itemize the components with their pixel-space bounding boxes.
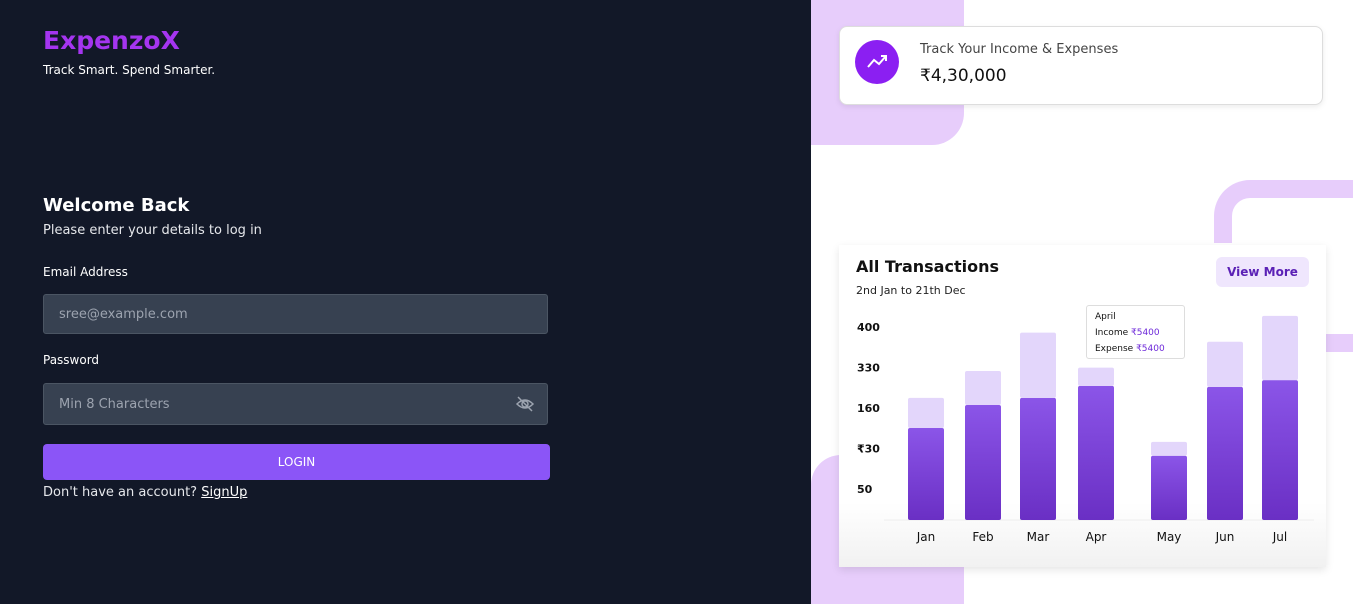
bar	[1207, 386, 1243, 520]
brand: ExpenzoX	[43, 26, 180, 55]
y-tick-label: 50	[857, 483, 873, 496]
label: Expense	[1095, 344, 1134, 354]
bar	[908, 428, 944, 520]
x-tick-label: Jan	[916, 530, 936, 544]
password-input[interactable]: Min 8 Characters	[43, 383, 548, 425]
x-tick-label: Jun	[1215, 530, 1235, 544]
icon	[855, 40, 899, 84]
summary-card: Track Your Income & Expenses ₹4,30,000	[839, 26, 1323, 105]
bar	[1262, 315, 1298, 381]
x-tick-label: Apr	[1086, 530, 1107, 544]
summary-label: Track Your Income & Expenses	[920, 42, 1119, 57]
login-button[interactable]: LOGIN	[43, 444, 550, 480]
trend-icon	[867, 55, 887, 68]
tooltip: April Income ₹5400 Expense ₹5400	[1086, 305, 1185, 359]
decor	[1214, 180, 1353, 243]
tagline: Track Smart. Spend Smarter.	[43, 63, 216, 77]
bar	[1020, 332, 1056, 398]
y-tick-label: 330	[857, 362, 880, 375]
summary-amount: ₹4,30,000	[920, 66, 1007, 86]
tooltip-row: Income ₹5400	[1095, 325, 1176, 341]
bar	[965, 405, 1001, 520]
bar	[1151, 455, 1187, 520]
x-tick-label: May	[1157, 530, 1182, 544]
label: Income	[1095, 328, 1129, 338]
y-tick-label: ₹30	[857, 443, 880, 456]
bar	[1078, 385, 1114, 520]
value: ₹5400	[1131, 328, 1160, 338]
value: ₹5400	[1136, 344, 1165, 354]
bar	[908, 397, 944, 429]
tooltip-row: Expense ₹5400	[1095, 341, 1176, 357]
chart-subtitle: 2nd Jan to 21th Dec	[856, 284, 966, 297]
tooltip-month: April	[1095, 312, 1116, 322]
login-panel: ExpenzoX Track Smart. Spend Smarter. Wel…	[0, 0, 811, 604]
decor	[1326, 334, 1353, 352]
x-tick-label: Mar	[1027, 530, 1050, 544]
chart-title: All Transactions	[856, 257, 999, 276]
bar	[1020, 397, 1056, 520]
bar	[965, 371, 1001, 406]
email-input[interactable]: sree@example.com	[43, 294, 548, 334]
bar	[1078, 367, 1114, 386]
label: Password	[43, 353, 100, 367]
signup-row: Don't have an account? SignUp	[43, 485, 247, 500]
y-tick-label: 400	[857, 321, 880, 334]
y-tick-label: 160	[857, 402, 880, 415]
bar	[1151, 441, 1187, 456]
signup-link[interactable]: SignUp	[201, 485, 248, 500]
view-more[interactable]: View More	[1216, 257, 1309, 287]
subtitle: Please enter your details to log in	[43, 223, 262, 238]
x-tick-label: Jul	[1272, 530, 1287, 544]
title: Welcome Back	[43, 195, 190, 216]
chart: 400 330 160 ₹30 50 Jan Feb Mar Apr May Jun Jul	[857, 315, 1314, 544]
label: Email Address	[43, 265, 128, 279]
x-tick-label: Feb	[972, 530, 993, 544]
bar	[1262, 380, 1298, 520]
eye-icon[interactable]	[515, 395, 535, 413]
prompt: Don't have an account?	[43, 485, 198, 500]
bar	[1207, 341, 1243, 387]
